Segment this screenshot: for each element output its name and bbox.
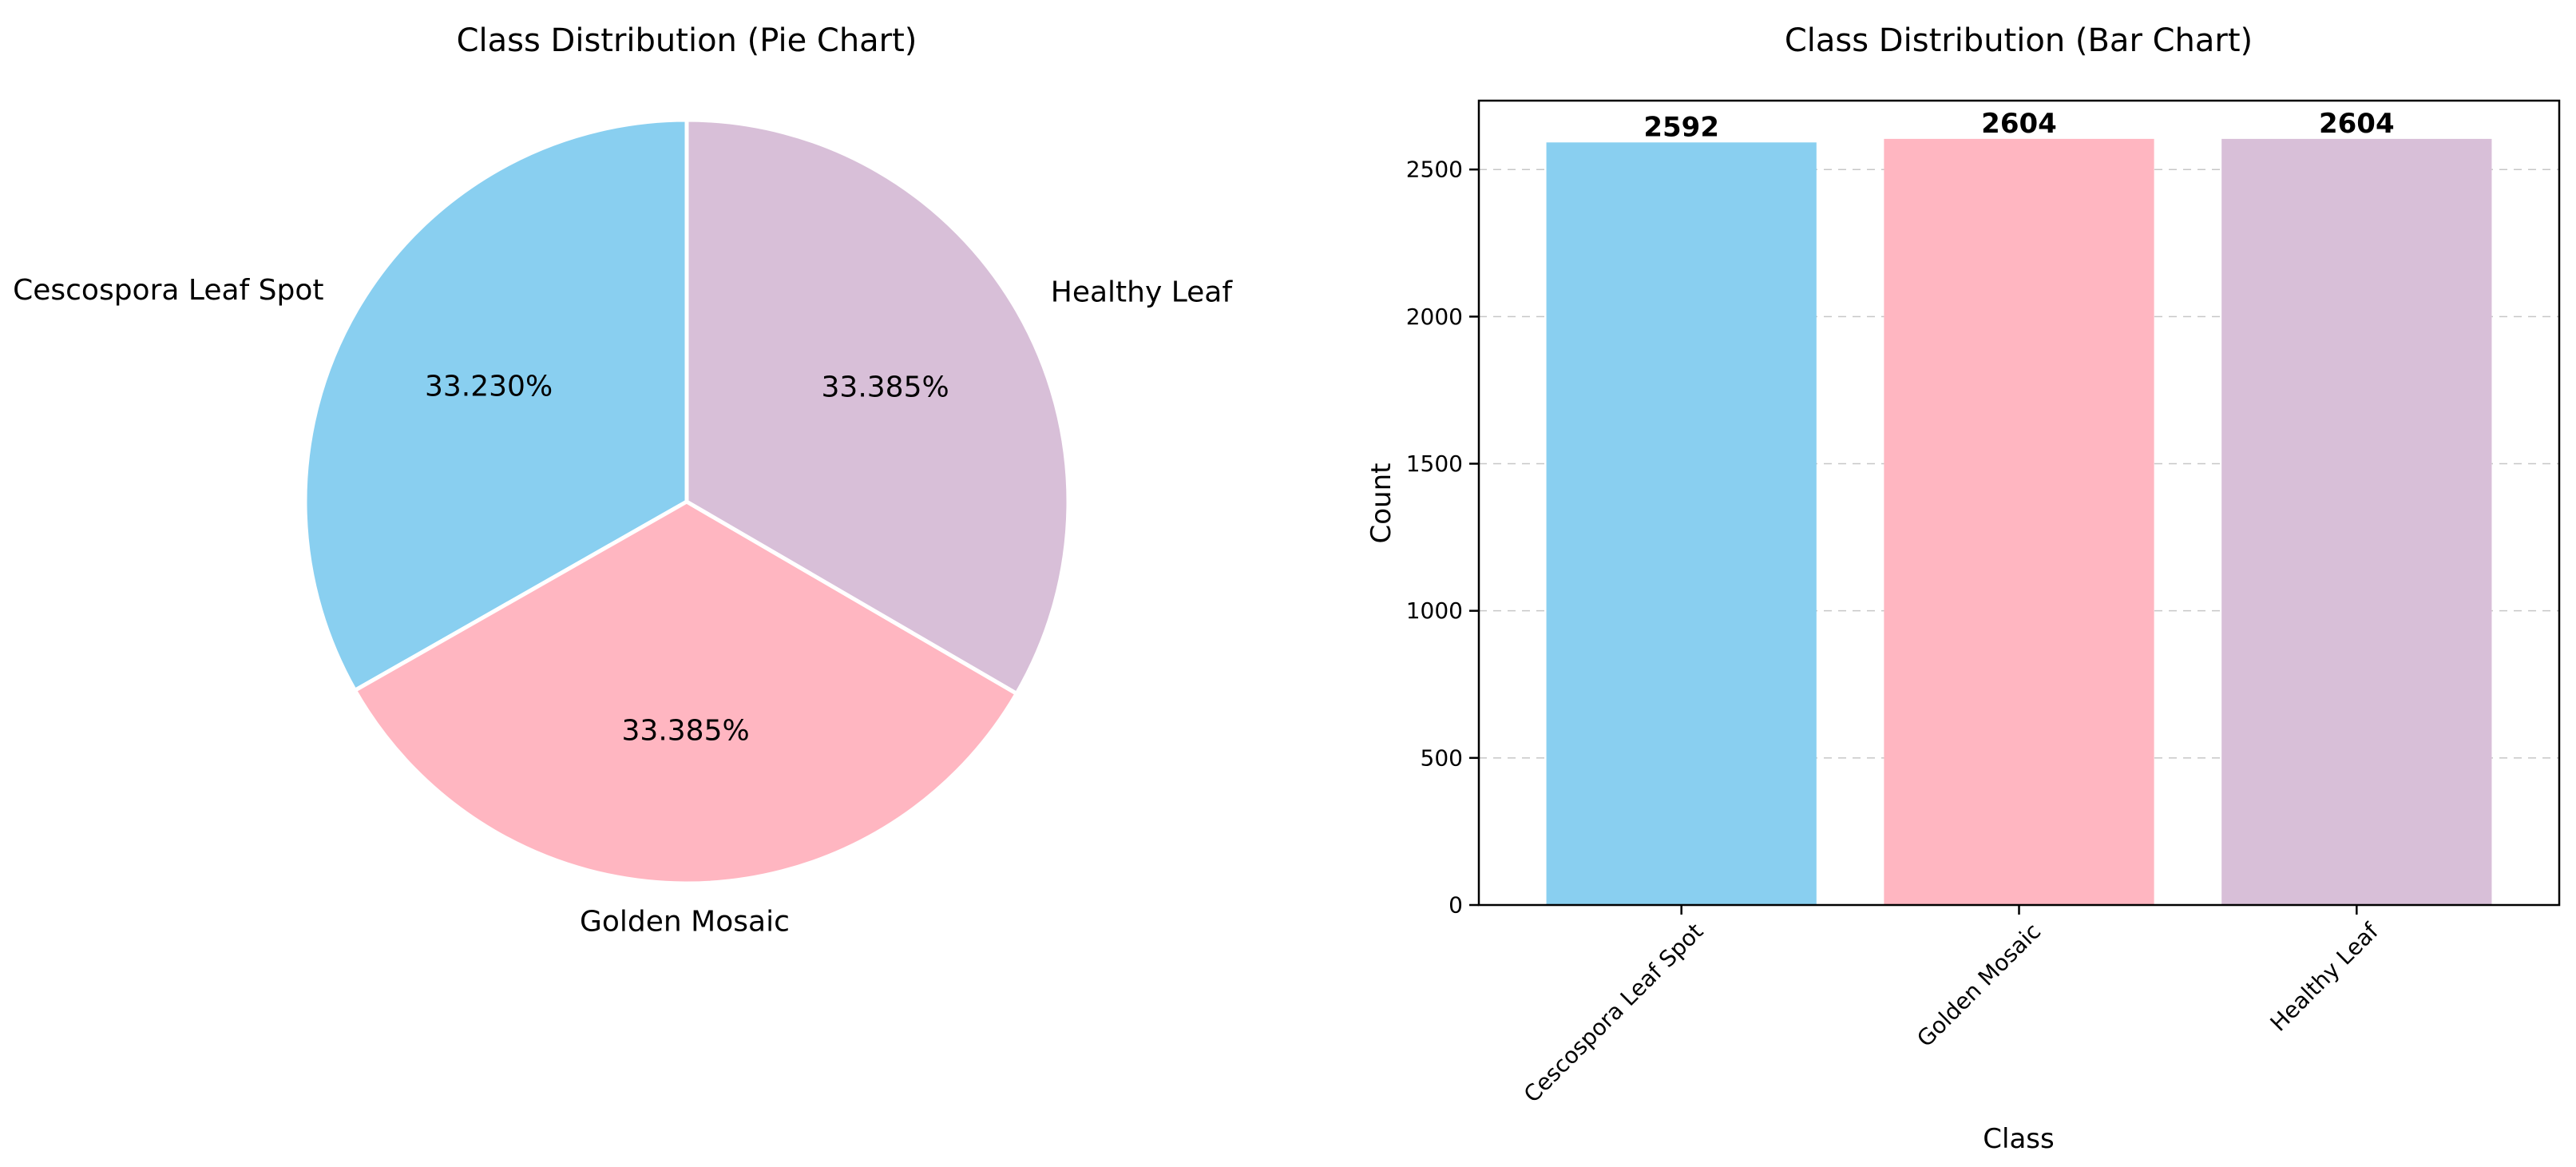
- y-axis-label: Count: [1365, 463, 1397, 544]
- pie-labels: 33.230% Cescospora Leaf Spot 33.385% Golden…: [13, 274, 1233, 938]
- bar-chart-title: Class Distribution (Bar Chart): [1785, 22, 2253, 59]
- pie-category-label: Golden Mosaic: [580, 905, 790, 938]
- bar-cescospora-leaf-spot: [1546, 142, 1817, 905]
- pie-slices: [303, 117, 1071, 886]
- pie-percent-label: 33.230%: [425, 370, 553, 403]
- pie-category-label: Healthy Leaf: [1051, 276, 1234, 308]
- pie-chart-title: Class Distribution (Pie Chart): [457, 22, 917, 59]
- pie-category-label: Cescospora Leaf Spot: [13, 274, 323, 307]
- y-tick-label: 0: [1449, 892, 1463, 919]
- y-tick-label: 500: [1421, 744, 1463, 771]
- bar-value-label: 2604: [1981, 108, 2057, 140]
- x-axis-label: Class: [1983, 1123, 2054, 1155]
- bar-golden-mosaic: [1884, 138, 2154, 906]
- pie-slice-healthy-leaf: [684, 117, 1071, 696]
- bar-healthy-leaf: [2221, 138, 2492, 906]
- y-axis-ticks: 0 500 1000 1500 2000 2500: [1406, 157, 1479, 919]
- y-tick-label: 2500: [1406, 157, 1463, 183]
- pie-chart: Class Distribution (Pie Chart) 33.230% Ce…: [13, 22, 1233, 938]
- pie-slice-cescospora-leaf-spot: [303, 117, 689, 693]
- y-tick-label: 2000: [1406, 304, 1463, 330]
- bar-value-label: 2592: [1643, 111, 1719, 143]
- pie-percent-label: 33.385%: [822, 371, 949, 404]
- y-tick-label: 1500: [1406, 451, 1463, 477]
- bar-bars: [1546, 138, 2492, 906]
- pie-slice-golden-mosaic: [353, 499, 1019, 886]
- pie-percent-label: 33.385%: [622, 714, 750, 747]
- y-tick-label: 1000: [1406, 597, 1463, 624]
- bar-data-labels: 2592 2604 2604: [1643, 108, 2394, 143]
- bar-value-label: 2604: [2319, 108, 2395, 140]
